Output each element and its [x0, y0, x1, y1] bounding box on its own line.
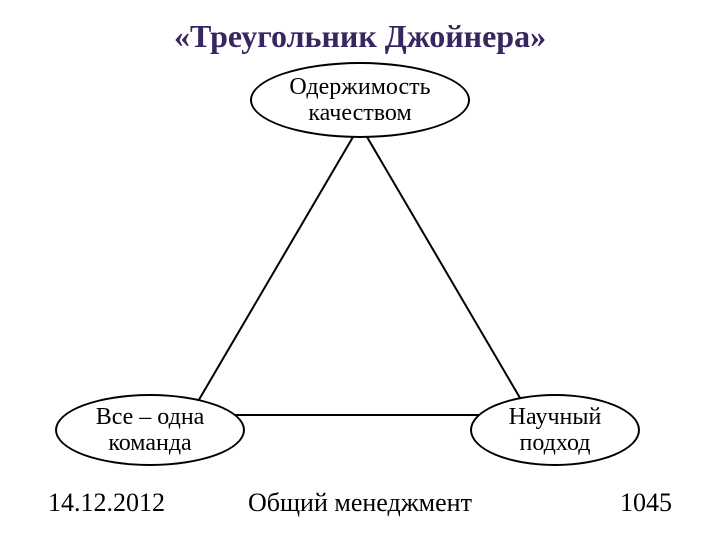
footer-center: Общий менеджмент — [0, 488, 720, 518]
node-right: Научный подход — [470, 394, 640, 466]
triangle-polygon — [190, 125, 530, 415]
node-left: Все – одна команда — [55, 394, 245, 466]
diagram-title: «Треугольник Джойнера» — [0, 18, 720, 55]
node-top: Одержимость качеством — [250, 62, 470, 138]
footer-page-number: 1045 — [620, 488, 672, 518]
slide-stage: «Треугольник Джойнера» Одержимость качес… — [0, 0, 720, 540]
